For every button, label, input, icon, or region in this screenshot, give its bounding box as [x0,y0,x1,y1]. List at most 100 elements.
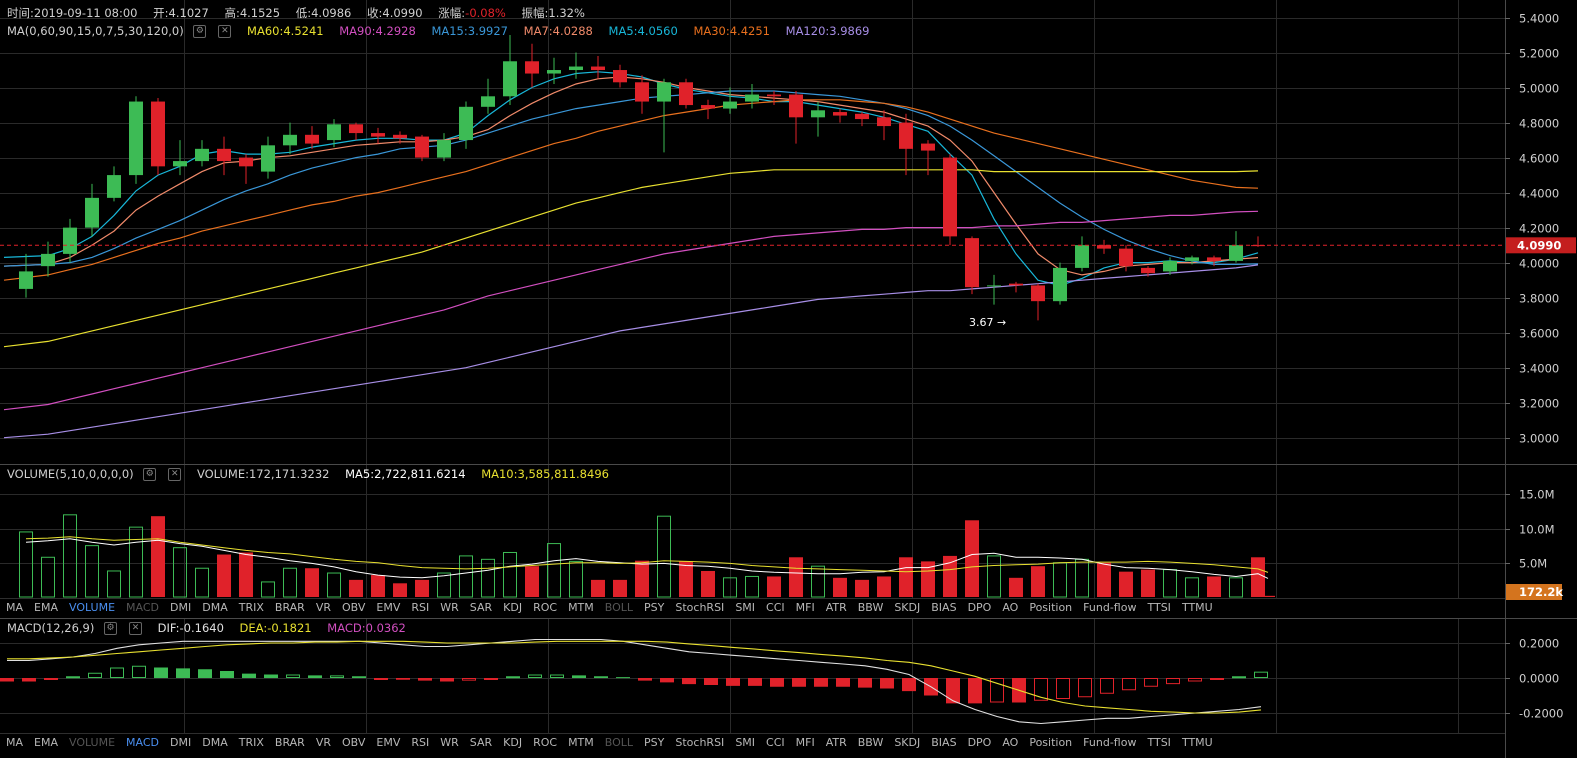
volume-legend: VOLUME(5,10,0,0,0,0) ⚙ ✕ VOLUME:172,171.3… [7,467,621,481]
candle-body [613,70,627,83]
tab-dpo[interactable]: DPO [967,736,992,749]
tab-emv[interactable]: EMV [376,601,401,614]
tab-position[interactable]: Position [1029,601,1073,614]
tab-mtm[interactable]: MTM [568,736,594,749]
tab-fund-flow[interactable]: Fund-flow [1083,601,1137,614]
tab-wr[interactable]: WR [440,736,459,749]
tab-skdj[interactable]: SKDJ [894,601,921,614]
tab-roc[interactable]: ROC [533,601,558,614]
tab-ttmu[interactable]: TTMU [1181,736,1213,749]
tab-atr[interactable]: ATR [825,736,847,749]
tab-volume[interactable]: VOLUME [68,736,116,749]
macd-histogram-bar [1210,678,1224,680]
candle-body [1053,267,1067,302]
change-value: -0.08% [465,6,506,20]
tab-ma[interactable]: MA [6,601,24,614]
tab-dmi[interactable]: DMI [170,601,192,614]
tab-mtm[interactable]: MTM [568,601,594,614]
candle-body [459,106,473,141]
volume-bar [701,570,715,597]
tab-bias[interactable]: BIAS [931,736,957,749]
macd-legend-title: MACD(12,26,9) [7,621,95,635]
tab-bias[interactable]: BIAS [931,601,957,614]
volume-bar [327,572,341,598]
settings-icon[interactable]: ⚙ [143,468,157,481]
price-tick-label: 3.0000 [1519,432,1559,446]
tab-position[interactable]: Position [1029,736,1073,749]
macd-histogram-bar [858,678,872,688]
candle-body [679,82,693,106]
settings-icon[interactable]: ⚙ [193,25,207,38]
tab-rsi[interactable]: RSI [411,601,430,614]
tab-psy[interactable]: PSY [644,601,665,614]
tab-mfi[interactable]: MFI [795,601,815,614]
volume-bar [349,579,363,597]
tab-volume[interactable]: VOLUME [68,601,116,614]
tab-ema[interactable]: EMA [34,736,58,749]
macd-histogram-bar [792,678,806,687]
tab-boll[interactable]: BOLL [604,601,634,614]
close-icon[interactable]: ✕ [129,622,142,635]
tab-macd[interactable]: MACD [126,601,160,614]
tab-ttmu[interactable]: TTMU [1181,601,1213,614]
tab-stochrsi[interactable]: StochRSI [675,601,725,614]
tab-vr[interactable]: VR [315,736,331,749]
tab-cci[interactable]: CCI [766,601,785,614]
macd-line-dif [7,638,1262,725]
volume-bar [1251,557,1265,597]
tab-kdj[interactable]: KDJ [503,601,523,614]
tab-trix[interactable]: TRIX [238,736,264,749]
tab-boll[interactable]: BOLL [604,736,634,749]
tab-kdj[interactable]: KDJ [503,736,523,749]
tab-ma[interactable]: MA [6,736,24,749]
tab-dma[interactable]: DMA [202,601,228,614]
tab-ao[interactable]: AO [1002,601,1019,614]
tab-sar[interactable]: SAR [469,601,493,614]
candle-body [1141,267,1155,274]
tab-obv[interactable]: OBV [342,736,366,749]
tab-smi[interactable]: SMI [735,601,756,614]
tab-bbw[interactable]: BBW [857,736,884,749]
volume-bar [85,545,99,598]
tab-atr[interactable]: ATR [825,601,847,614]
tab-fund-flow[interactable]: Fund-flow [1083,736,1137,749]
tab-ttsi[interactable]: TTSI [1147,601,1171,614]
volume-value: VOLUME:172,171.3232 [196,467,330,481]
tab-bbw[interactable]: BBW [857,601,884,614]
tab-sar[interactable]: SAR [469,736,493,749]
tab-skdj[interactable]: SKDJ [894,736,921,749]
settings-icon[interactable]: ⚙ [104,622,117,635]
candle-body [327,124,341,141]
tab-dmi[interactable]: DMI [170,736,192,749]
macd-histogram-bar [638,678,652,681]
tab-smi[interactable]: SMI [735,736,756,749]
candle-body [789,94,803,118]
tab-wr[interactable]: WR [440,601,459,614]
tab-dpo[interactable]: DPO [967,601,992,614]
tab-mfi[interactable]: MFI [795,736,815,749]
close-icon[interactable]: ✕ [218,25,232,38]
volume-panel[interactable] [19,514,1276,598]
tab-macd[interactable]: MACD [126,736,160,749]
candle-body [569,66,583,71]
tab-ttsi[interactable]: TTSI [1147,736,1171,749]
tab-dma[interactable]: DMA [202,736,228,749]
tab-psy[interactable]: PSY [644,736,665,749]
price-panel[interactable] [0,35,1505,439]
tab-roc[interactable]: ROC [533,736,558,749]
tab-stochrsi[interactable]: StochRSI [675,736,725,749]
tab-cci[interactable]: CCI [766,736,785,749]
tab-rsi[interactable]: RSI [411,736,430,749]
tab-ema[interactable]: EMA [34,601,58,614]
macd-histogram-bar [748,678,762,686]
tab-vr[interactable]: VR [315,601,331,614]
tab-brar[interactable]: BRAR [274,736,305,749]
tab-ao[interactable]: AO [1002,736,1019,749]
tab-emv[interactable]: EMV [376,736,401,749]
tab-brar[interactable]: BRAR [274,601,305,614]
close-icon[interactable]: ✕ [168,468,182,481]
tab-trix[interactable]: TRIX [238,601,264,614]
macd-histogram-bar [902,678,916,692]
macd-panel[interactable] [0,638,1268,725]
tab-obv[interactable]: OBV [342,601,366,614]
